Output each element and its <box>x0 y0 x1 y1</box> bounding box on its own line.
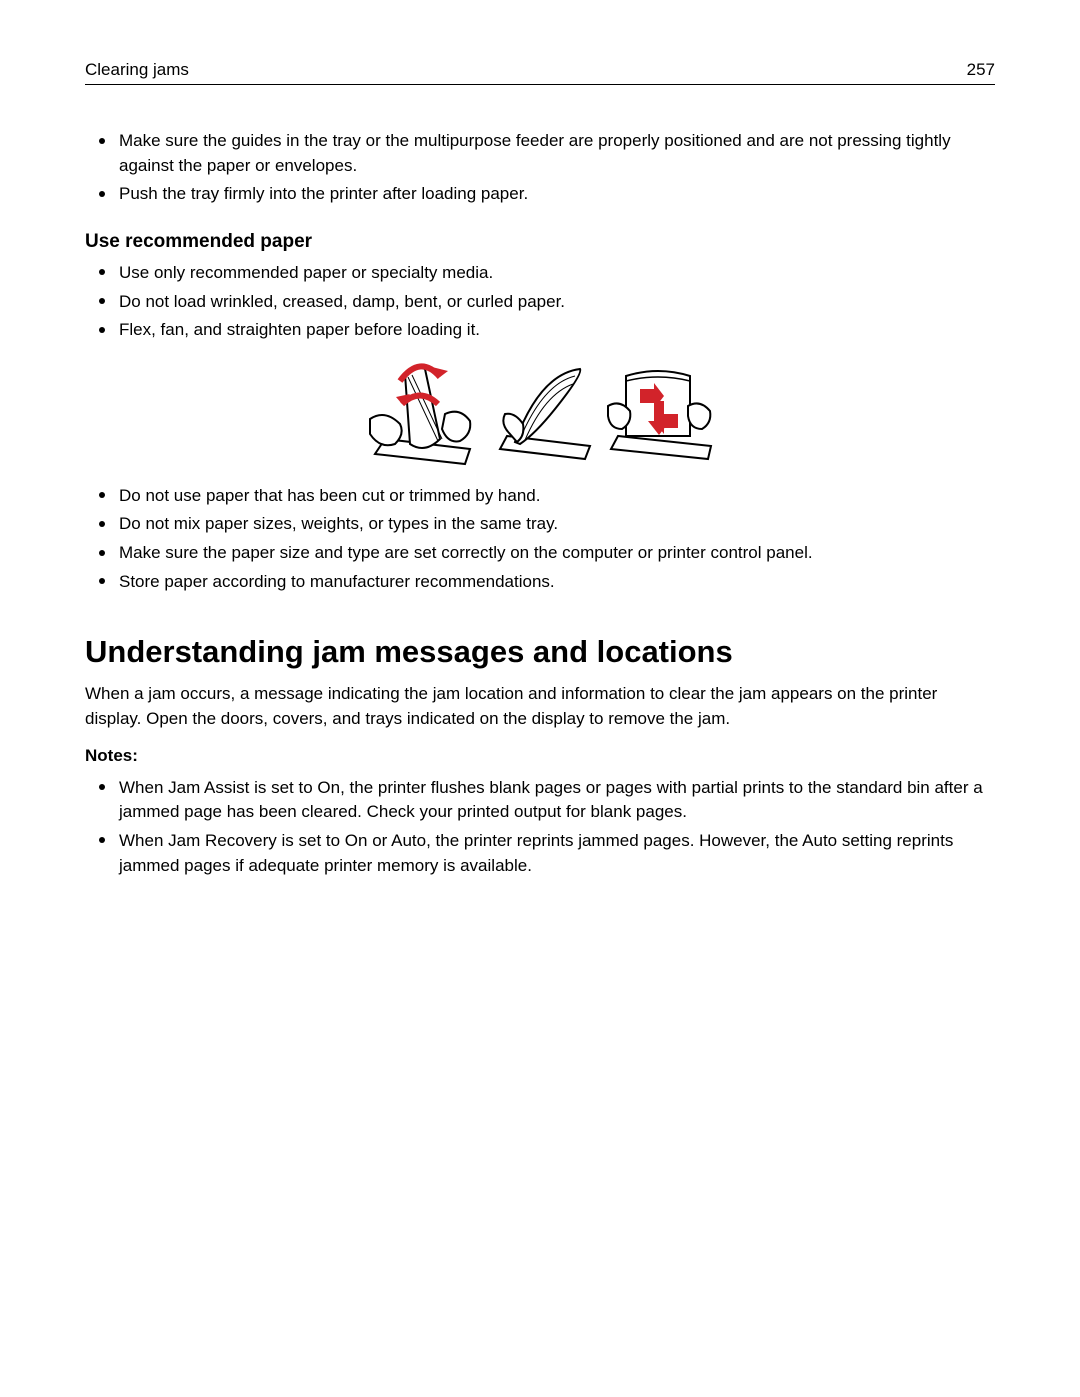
list-item: Use only recommended paper or specialty … <box>111 261 995 286</box>
header-page-number: 257 <box>967 60 995 80</box>
header-section-title: Clearing jams <box>85 60 189 80</box>
subheading-recommended-paper: Use recommended paper <box>85 231 995 253</box>
list-item: Make sure the guides in the tray or the … <box>111 129 995 178</box>
page-header: Clearing jams 257 <box>85 60 995 85</box>
list-item: Store paper according to manufacturer re… <box>111 570 995 595</box>
list-item: When Jam Assist is set to On, the printe… <box>111 776 995 825</box>
list-item: When Jam Recovery is set to On or Auto, … <box>111 829 995 878</box>
paper-bullet-list-bottom: Do not use paper that has been cut or tr… <box>85 484 995 595</box>
flex-fan-straighten-icon <box>360 349 720 469</box>
notes-label: Notes: <box>85 746 995 766</box>
paper-handling-illustration <box>85 349 995 474</box>
paper-bullet-list-top: Use only recommended paper or specialty … <box>85 261 995 343</box>
notes-bullet-list: When Jam Assist is set to On, the printe… <box>85 776 995 879</box>
list-item: Make sure the paper size and type are se… <box>111 541 995 566</box>
section-heading: Understanding jam messages and locations <box>85 634 995 670</box>
list-item: Push the tray firmly into the printer af… <box>111 182 995 207</box>
section-body-text: When a jam occurs, a message indicating … <box>85 682 995 731</box>
intro-bullet-list: Make sure the guides in the tray or the … <box>85 129 995 207</box>
list-item: Flex, fan, and straighten paper before l… <box>111 318 995 343</box>
document-page: Clearing jams 257 Make sure the guides i… <box>0 0 1080 1397</box>
list-item: Do not use paper that has been cut or tr… <box>111 484 995 509</box>
list-item: Do not mix paper sizes, weights, or type… <box>111 512 995 537</box>
list-item: Do not load wrinkled, creased, damp, ben… <box>111 290 995 315</box>
